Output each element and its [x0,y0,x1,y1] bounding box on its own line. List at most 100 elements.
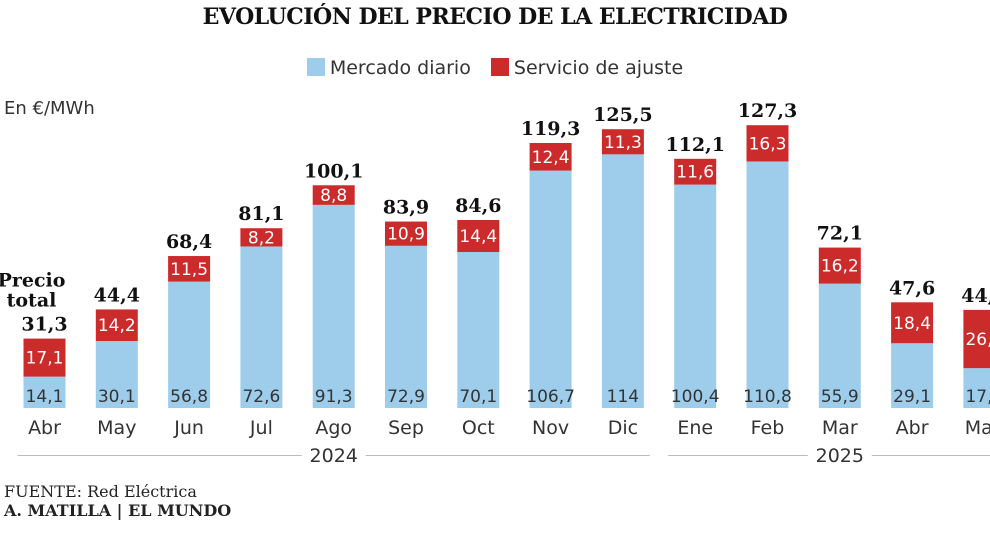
total-label-6: 84,6 [455,195,501,217]
legend-swatch-mercado [306,57,325,76]
total-label-2: 68,4 [166,231,212,253]
label-mercado-diario-13: 17,9 [965,387,990,407]
label-servicio-ajuste-11: 16,2 [821,257,859,277]
label-servicio-ajuste-1: 14,2 [98,316,136,336]
bar-servicio-ajuste-0 [23,338,66,377]
label-mercado-diario-5: 72,9 [387,387,425,407]
year-label-1: 2025 [816,445,864,467]
label-mercado-diario-10: 110,8 [743,387,792,407]
total-label-9: 112,1 [665,134,725,156]
total-caption-line-1: total [7,290,57,312]
total-caption-line-0: Precio [0,270,65,292]
x-tick-label-12: Abr [896,417,929,439]
label-mercado-diario-12: 29,1 [893,387,931,407]
label-mercado-diario-1: 30,1 [98,387,136,407]
bar-mercado-diario-11 [818,283,861,408]
label-servicio-ajuste-10: 16,3 [749,134,787,154]
label-servicio-ajuste-7: 12,4 [532,148,570,168]
label-mercado-diario-7: 106,7 [526,387,575,407]
legend-swatch-ajuste [490,57,509,76]
bar-mercado-diario-3 [240,246,283,408]
bar-mercado-diario-5 [385,245,427,408]
x-tick-label-6: Oct [462,417,495,439]
x-tick-label-7: Nov [532,417,569,439]
bar-servicio-ajuste-10 [746,125,789,162]
y-axis-unit-label: En €/MWh [4,98,95,119]
bar-servicio-ajuste-1 [95,309,138,342]
bar-mercado-diario-10 [746,161,789,408]
bar-mercado-diario-2 [168,281,211,408]
label-servicio-ajuste-12: 18,4 [893,314,931,334]
bar-servicio-ajuste-8 [601,129,644,155]
label-servicio-ajuste-4: 8,8 [320,186,347,206]
x-tick-label-10: Feb [751,417,785,439]
legend-item-mercado: Mercado diario [306,56,471,79]
bar-mercado-diario-7 [529,170,572,408]
total-label-3: 81,1 [238,203,284,225]
label-mercado-diario-11: 55,9 [821,387,859,407]
bar-servicio-ajuste-3 [240,228,283,247]
label-servicio-ajuste-8: 11,3 [604,133,642,153]
x-tick-label-2: Jun [173,417,204,439]
x-tick-label-4: Ago [315,417,352,439]
total-label-10: 127,3 [738,100,798,122]
legend-label-ajuste: Servicio de ajuste [513,56,684,79]
bar-mercado-diario-4 [312,204,355,408]
legend-item-ajuste: Servicio de ajuste [490,56,684,79]
bar-mercado-diario-6 [457,252,500,408]
total-label-12: 47,6 [889,277,935,299]
label-servicio-ajuste-13: 26,2 [965,330,990,350]
total-label-8: 125,5 [593,104,653,126]
label-mercado-diario-4: 91,3 [315,387,353,407]
label-servicio-ajuste-5: 10,9 [387,225,425,245]
bar-mercado-diario-9 [674,184,717,408]
credit-note: A. MATILLA | EL MUNDO [4,501,232,520]
label-mercado-diario-8: 114 [607,387,639,407]
label-servicio-ajuste-0: 17,1 [26,349,64,369]
bar-servicio-ajuste-13 [963,309,990,369]
total-label-0: 31,3 [21,314,67,336]
x-tick-label-5: Sep [388,417,424,439]
total-label-11: 72,1 [817,223,863,245]
label-mercado-diario-0: 14,1 [26,387,64,407]
x-tick-label-3: Jul [249,417,273,439]
bar-servicio-ajuste-7 [529,143,572,171]
legend-label-mercado: Mercado diario [329,56,471,79]
bar-servicio-ajuste-11 [818,247,861,284]
label-servicio-ajuste-6: 14,4 [459,227,497,247]
x-tick-label-1: May [97,417,136,439]
x-tick-label-9: Ene [677,417,713,439]
label-mercado-diario-9: 100,4 [671,387,720,407]
x-tick-label-8: Dic [608,417,638,439]
x-tick-label-0: Abr [28,417,61,439]
bar-mercado-diario-1 [95,341,138,408]
bar-servicio-ajuste-2 [168,256,211,282]
label-mercado-diario-6: 70,1 [459,387,497,407]
source-note: FUENTE: Red Eléctrica [4,482,197,501]
chart-title: EVOLUCIÓN DEL PRECIO DE LA ELECTRICIDAD [202,4,788,30]
bar-servicio-ajuste-5 [385,221,427,246]
bar-mercado-diario-12 [891,343,934,408]
bar-mercado-diario-8 [601,154,644,408]
total-label-5: 83,9 [383,197,429,219]
x-tick-label-13: May [965,417,990,439]
bar-servicio-ajuste-6 [457,219,500,253]
label-servicio-ajuste-3: 8,2 [248,228,275,248]
total-label-13: 44,1 [961,285,990,307]
total-label-4: 100,1 [304,160,364,182]
bar-mercado-diario-13 [963,368,990,408]
bar-servicio-ajuste-12 [891,302,934,344]
total-label-7: 119,3 [521,118,581,140]
label-mercado-diario-3: 72,6 [242,387,280,407]
bar-servicio-ajuste-9 [674,158,717,185]
legend: Mercado diario Servicio de ajuste [0,56,990,79]
x-tick-label-11: Mar [822,417,858,439]
total-label-1: 44,4 [94,284,140,306]
bar-servicio-ajuste-4 [312,185,355,205]
label-servicio-ajuste-2: 11,5 [170,260,208,280]
bar-mercado-diario-0 [23,376,66,408]
label-servicio-ajuste-9: 11,6 [676,163,714,183]
year-label-0: 2024 [310,445,358,467]
label-mercado-diario-2: 56,8 [170,387,208,407]
